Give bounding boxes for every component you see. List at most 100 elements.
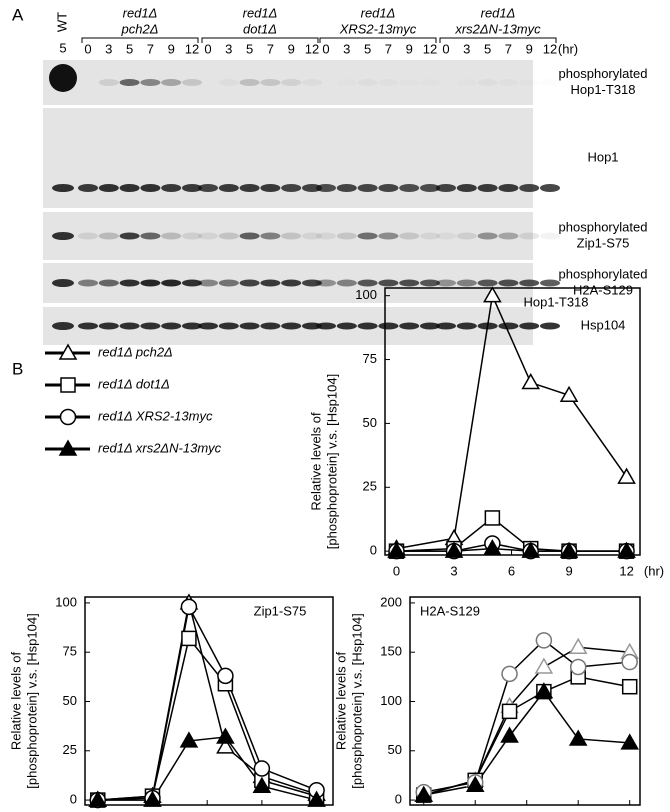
- y-axis-label: [phosphoprotein] v.s. [Hsp104]: [324, 374, 339, 549]
- y-tick-label: 0: [70, 792, 77, 807]
- band: [316, 279, 336, 287]
- lane-label: 9: [168, 41, 175, 56]
- band: [378, 322, 399, 330]
- lane-label: 3: [343, 41, 350, 56]
- data-point: [534, 657, 554, 674]
- y-tick-label: 100: [55, 594, 77, 609]
- y-tick-label: 50: [63, 693, 77, 708]
- y-tick-label: 0: [370, 543, 377, 558]
- band: [540, 184, 560, 192]
- wt-label: WT: [54, 12, 69, 32]
- data-point: [252, 776, 272, 794]
- band-label: Hsp104: [581, 317, 626, 332]
- y-axis-label: Relative levels of: [308, 412, 323, 511]
- series-line: [396, 547, 627, 552]
- data-point: [483, 539, 502, 556]
- data-point: [559, 385, 579, 403]
- band: [316, 184, 336, 192]
- band: [49, 64, 77, 92]
- band: [519, 184, 540, 192]
- band: [140, 232, 161, 240]
- band: [357, 322, 378, 330]
- legend-marker: [59, 408, 77, 426]
- x-tick-label: 6: [508, 563, 515, 578]
- band-label: Zip1-S75: [577, 235, 630, 250]
- y-tick-label: 100: [355, 287, 377, 302]
- x-tick-label: 3: [450, 563, 457, 578]
- genotype-label: red1Δ: [243, 5, 278, 20]
- y-tick-label: 150: [380, 644, 402, 659]
- band: [78, 184, 98, 192]
- series-line: [97, 736, 317, 801]
- band: [519, 232, 540, 240]
- band: [52, 322, 74, 330]
- band: [336, 184, 357, 192]
- data-point: [143, 790, 162, 807]
- band: [119, 322, 140, 330]
- y-tick-label: 200: [380, 594, 402, 609]
- band-label: phosphorylated: [559, 266, 648, 281]
- lane-label: 0: [322, 41, 329, 56]
- band: [260, 184, 281, 192]
- data-point: [307, 790, 326, 807]
- band: [260, 232, 281, 240]
- data-point: [387, 541, 406, 558]
- y-axis-label: Relative levels of: [8, 651, 23, 750]
- band: [140, 279, 161, 287]
- lane-label: 7: [505, 41, 512, 56]
- legend-marker: [58, 343, 78, 360]
- data-point: [180, 598, 198, 616]
- data-point: [444, 541, 464, 558]
- panel-label: B: [12, 359, 23, 378]
- band: [357, 279, 378, 287]
- band: [378, 279, 399, 287]
- x-tick-label: 9: [565, 563, 572, 578]
- y-axis-label: [phosphoprotein] v.s. [Hsp104]: [24, 613, 39, 788]
- lane-label: 12: [423, 41, 437, 56]
- legend-label: red1Δ dot1Δ: [98, 376, 170, 391]
- band: [302, 279, 322, 287]
- legend-marker: [60, 377, 76, 393]
- band: [281, 184, 302, 192]
- band: [182, 322, 202, 330]
- band: [78, 279, 98, 287]
- band: [140, 79, 161, 86]
- band: [198, 322, 218, 330]
- band: [399, 232, 420, 240]
- genotype-label: red1Δ: [361, 5, 396, 20]
- band: [218, 322, 239, 330]
- chart-title: Zip1-S75: [254, 603, 307, 618]
- band: [357, 184, 378, 192]
- band: [119, 279, 140, 287]
- lane-label: 7: [147, 41, 154, 56]
- band: [161, 184, 182, 192]
- band: [219, 79, 239, 86]
- legend-label: red1Δ pch2Δ: [98, 344, 173, 359]
- lane-label: 3: [225, 41, 232, 56]
- series-line: [423, 690, 630, 796]
- lane-label: 5: [364, 41, 371, 56]
- y-tick-label: 75: [63, 644, 77, 659]
- genotype-label: XRS2-13myc: [339, 21, 417, 36]
- data-point: [621, 678, 638, 695]
- band: [52, 184, 74, 192]
- legend-label: red1Δ XRS2-13myc: [98, 408, 213, 423]
- band: [302, 322, 322, 330]
- bracket: [201, 37, 319, 43]
- band: [540, 322, 560, 330]
- band: [436, 232, 456, 240]
- band: [316, 232, 336, 240]
- band: [498, 322, 519, 330]
- lane-label: 0: [204, 41, 211, 56]
- plot-frame: [384, 287, 641, 556]
- band: [198, 279, 218, 287]
- plot-frame: [409, 596, 641, 806]
- band: [420, 279, 440, 287]
- data-point: [88, 790, 108, 807]
- band: [478, 79, 498, 86]
- series-line: [97, 602, 317, 801]
- lane-label: 0: [84, 41, 91, 56]
- lane-label: 5: [484, 41, 491, 56]
- band: [239, 232, 260, 240]
